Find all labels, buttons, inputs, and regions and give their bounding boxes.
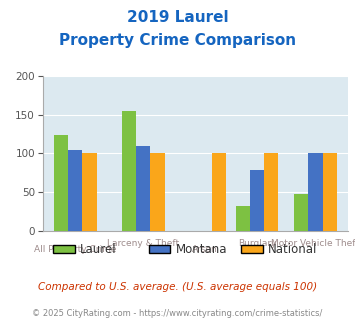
Bar: [122, 111, 136, 231]
Bar: [82, 153, 97, 231]
Text: Arson: Arson: [192, 245, 218, 254]
Bar: [308, 153, 323, 231]
Bar: [235, 206, 250, 231]
Bar: [250, 170, 264, 231]
Text: 2019 Laurel: 2019 Laurel: [127, 10, 228, 25]
Text: Compared to U.S. average. (U.S. average equals 100): Compared to U.S. average. (U.S. average …: [38, 282, 317, 292]
Text: Larceny & Theft: Larceny & Theft: [107, 239, 179, 248]
Bar: [264, 153, 278, 231]
Bar: [136, 146, 151, 231]
Bar: [212, 153, 226, 231]
Text: Montana: Montana: [176, 243, 227, 256]
Text: Property Crime Comparison: Property Crime Comparison: [59, 33, 296, 48]
Bar: [151, 153, 165, 231]
Bar: [54, 135, 68, 231]
Text: © 2025 CityRating.com - https://www.cityrating.com/crime-statistics/: © 2025 CityRating.com - https://www.city…: [32, 309, 323, 317]
Bar: [323, 153, 337, 231]
Bar: [68, 150, 82, 231]
Text: Burglary: Burglary: [238, 239, 276, 248]
Text: Motor Vehicle Theft: Motor Vehicle Theft: [272, 239, 355, 248]
Text: Laurel: Laurel: [80, 243, 116, 256]
Text: National: National: [268, 243, 317, 256]
Bar: [294, 194, 308, 231]
Text: All Property Crime: All Property Crime: [34, 245, 116, 254]
